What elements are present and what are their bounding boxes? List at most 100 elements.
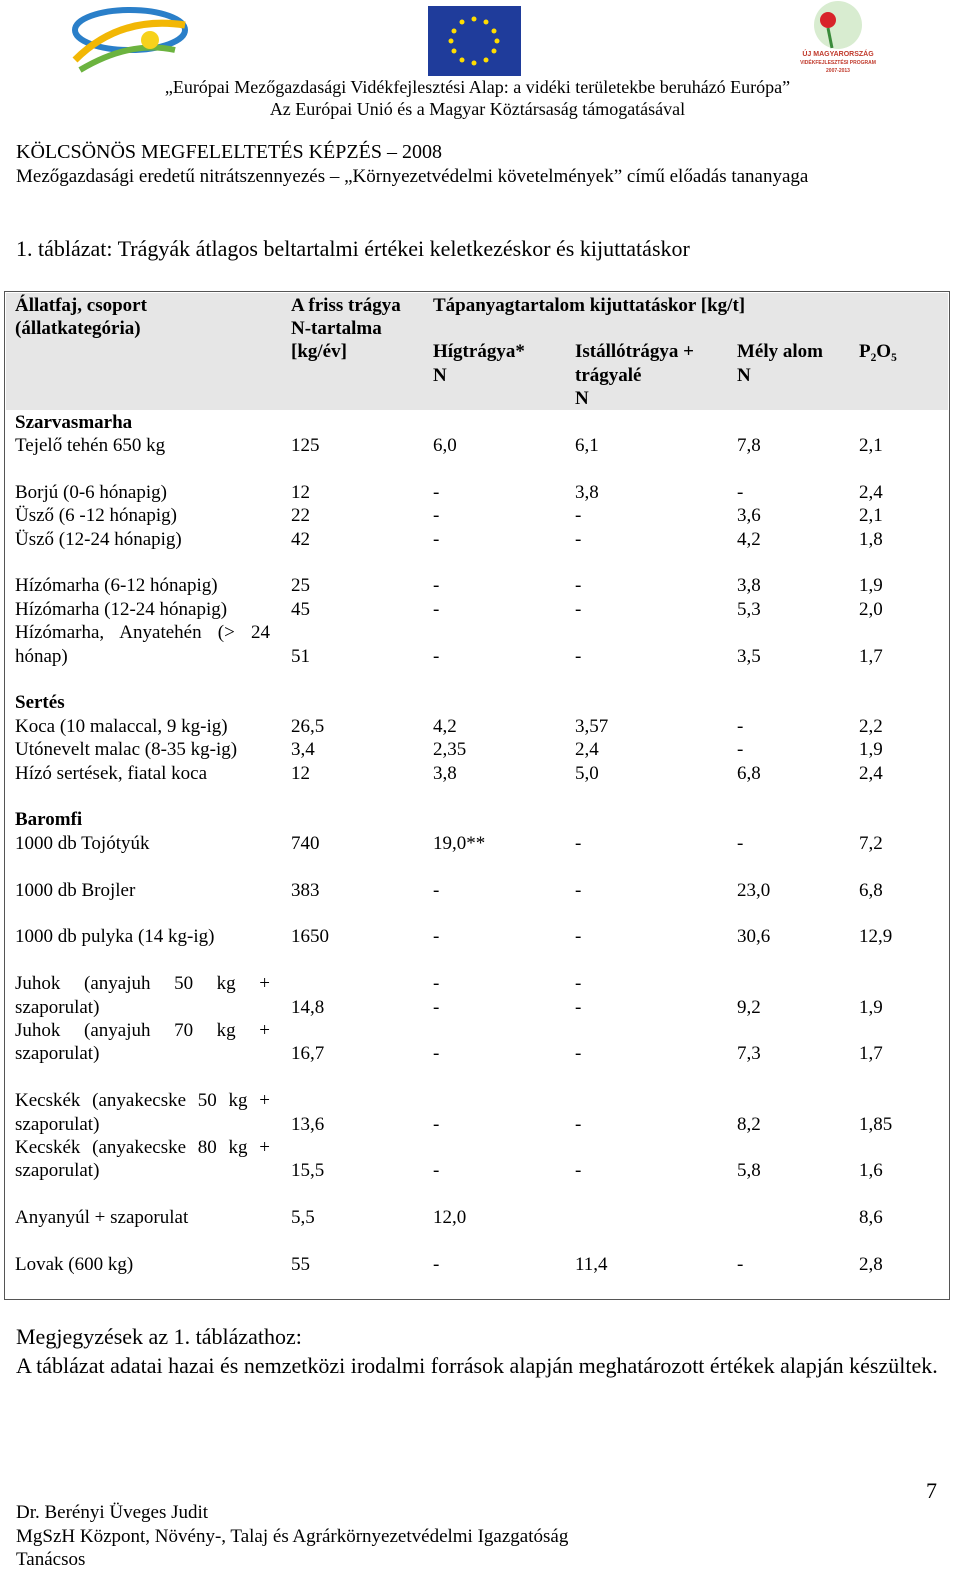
cell: - bbox=[575, 1043, 582, 1065]
row-label: Hízómarha (6-12 hónapig) bbox=[15, 575, 218, 597]
row-label: Juhok (anyajuh 70 kg + bbox=[15, 1019, 270, 1041]
cell: - bbox=[433, 973, 440, 995]
cell: - bbox=[433, 645, 440, 667]
header-block: „Európai Mezőgazdasági Vidékfejlesztési … bbox=[0, 76, 955, 120]
logo-text: ÚJ MAGYARORSZÁG VIDÉKFEJLESZTÉSI PROGRAM… bbox=[790, 51, 886, 75]
row-label: 1000 db Brojler bbox=[15, 879, 136, 901]
header-cell: Mély alom bbox=[737, 341, 824, 363]
cell: 6,8 bbox=[859, 879, 883, 901]
cell: - bbox=[575, 879, 582, 901]
cell: 1,7 bbox=[859, 645, 883, 667]
logo-line: VIDÉKFEJLESZTÉSI PROGRAM bbox=[800, 60, 876, 66]
cell: 22 bbox=[291, 505, 310, 527]
header-cell: Tápanyagtartalom kijuttatáskor [kg/t] bbox=[433, 294, 746, 316]
cell: - bbox=[575, 926, 582, 948]
cell: 3,8 bbox=[433, 762, 457, 784]
cell: 2,4 bbox=[575, 739, 599, 761]
cell: 1,9 bbox=[859, 575, 883, 597]
header-cell: N bbox=[737, 364, 751, 386]
row-label: Hízómarha, Anyatehén (> 24 bbox=[15, 622, 270, 644]
cell: - bbox=[433, 598, 440, 620]
row-label: Borjú (0-6 hónapig) bbox=[15, 481, 167, 503]
cell: 1,6 bbox=[859, 1160, 883, 1182]
cell: - bbox=[433, 575, 440, 597]
cell: 740 bbox=[291, 832, 320, 854]
cell: 1,7 bbox=[859, 1043, 883, 1065]
row-label: Üsző (12-24 hónapig) bbox=[15, 528, 182, 550]
cell: 26,5 bbox=[291, 715, 325, 737]
cell: 3,5 bbox=[737, 645, 761, 667]
row-label: Anyanyúl + szaporulat bbox=[15, 1207, 189, 1229]
cell: - bbox=[737, 739, 744, 761]
cell: 7,3 bbox=[737, 1043, 761, 1065]
cell: 3,6 bbox=[737, 505, 761, 527]
cell: 19,0** bbox=[433, 832, 486, 854]
cell: 2,8 bbox=[859, 1253, 883, 1275]
cell: - bbox=[575, 645, 582, 667]
cell: 12 bbox=[291, 481, 310, 503]
cell: 4,2 bbox=[433, 715, 457, 737]
cell: - bbox=[433, 1113, 440, 1135]
table-frame bbox=[4, 291, 950, 1300]
cell: 2,4 bbox=[859, 481, 883, 503]
cell: - bbox=[433, 926, 440, 948]
cell: - bbox=[433, 481, 440, 503]
cell: - bbox=[575, 575, 582, 597]
row-label: hónap) bbox=[15, 645, 68, 667]
row-label: szaporulat) bbox=[15, 1113, 100, 1135]
cell: 6,1 bbox=[575, 434, 599, 456]
cell: 383 bbox=[291, 879, 320, 901]
eu-flag bbox=[428, 6, 521, 76]
cell: 7,8 bbox=[737, 434, 761, 456]
row-label: 1000 db pulyka (14 kg-ig) bbox=[15, 926, 215, 948]
cell: 42 bbox=[291, 528, 310, 550]
logo-line: 2007-2013 bbox=[826, 68, 850, 74]
cell: - bbox=[575, 996, 582, 1018]
cell: - bbox=[575, 598, 582, 620]
cell: - bbox=[433, 1043, 440, 1065]
header-line: Az Európai Unió és a Magyar Köztársaság … bbox=[269, 99, 686, 119]
cell: 3,8 bbox=[575, 481, 599, 503]
cell: 2,0 bbox=[859, 598, 883, 620]
cell: - bbox=[433, 505, 440, 527]
notes-text: A táblázat adatai hazai és nemzetközi ir… bbox=[16, 1353, 938, 1378]
header-cell: N-tartalma bbox=[291, 317, 382, 339]
cell: 12,0 bbox=[433, 1207, 467, 1229]
cell: 4,2 bbox=[737, 528, 761, 550]
left-logo bbox=[72, 7, 188, 73]
cell: - bbox=[433, 996, 440, 1018]
cell: - bbox=[575, 528, 582, 550]
row-label: Tejelő tehén 650 kg bbox=[15, 434, 166, 456]
row-label: Üsző (6 -12 hónapig) bbox=[15, 505, 177, 527]
cell: 1,9 bbox=[859, 739, 883, 761]
cell: 15,5 bbox=[291, 1160, 325, 1182]
footer-line: MgSzH Központ, Növény-, Talaj és Agrárkö… bbox=[16, 1525, 569, 1547]
doc-title: KÖLCSÖNÖS MEGFELELTETÉS KÉPZÉS – 2008 bbox=[16, 141, 442, 163]
group-title: Sertés bbox=[15, 692, 65, 714]
row-label: Utónevelt malac (8-35 kg-ig) bbox=[15, 739, 238, 761]
cell: - bbox=[433, 879, 440, 901]
cell: 23,0 bbox=[737, 879, 771, 901]
cell: 30,6 bbox=[737, 926, 771, 948]
header-cell: Hígtrágya* bbox=[433, 341, 525, 363]
row-label: Hízó sertések, fiatal koca bbox=[15, 762, 208, 784]
cell: - bbox=[737, 1253, 744, 1275]
header-cell: N bbox=[575, 388, 589, 410]
cell: 6,0 bbox=[433, 434, 457, 456]
header-cell: P₂O₅ bbox=[859, 341, 897, 363]
header-cell: Állatfaj, csoport bbox=[15, 294, 147, 316]
cell: - bbox=[575, 973, 582, 995]
cell: 55 bbox=[291, 1253, 310, 1275]
group-title: Baromfi bbox=[15, 809, 83, 831]
cell: 3,4 bbox=[291, 739, 315, 761]
cell: - bbox=[737, 715, 744, 737]
header-cell: trágyalé bbox=[575, 364, 642, 386]
cell: - bbox=[433, 1160, 440, 1182]
cell: 125 bbox=[291, 434, 320, 456]
cell: 7,2 bbox=[859, 832, 883, 854]
doc-subtitle: Mezőgazdasági eredetű nitrátszennyezés –… bbox=[16, 166, 809, 187]
cell: - bbox=[575, 505, 582, 527]
header-cell: A friss trágya bbox=[291, 294, 401, 316]
cell: 16,7 bbox=[291, 1043, 325, 1065]
